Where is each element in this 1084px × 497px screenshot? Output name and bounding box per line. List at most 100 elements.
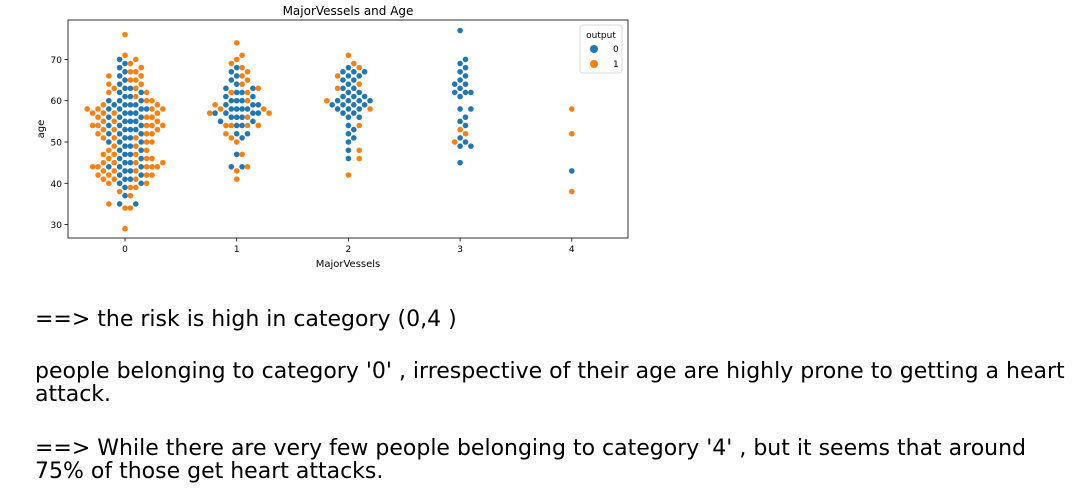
data-point-output-0 [106, 97, 112, 104]
data-point-output-0 [569, 168, 575, 174]
data-point-output-1 [95, 130, 101, 137]
data-point-output-0 [138, 172, 144, 178]
data-point-output-1 [127, 77, 134, 83]
note-risk-categories: ==> the risk is high in category (0,4 ) [35, 307, 457, 332]
data-point-output-1 [122, 205, 128, 211]
data-point-output-1 [133, 135, 139, 141]
data-point-output-0 [122, 126, 128, 133]
data-point-output-0 [138, 130, 144, 137]
data-point-output-0 [356, 73, 363, 79]
data-point-output-0 [457, 135, 463, 141]
data-point-output-1 [89, 163, 96, 170]
data-point-output-0 [457, 118, 463, 125]
data-point-output-1 [143, 172, 150, 178]
data-point-output-0 [127, 93, 134, 100]
data-point-output-1 [133, 85, 139, 92]
data-point-output-1 [143, 180, 150, 187]
data-point-output-0 [345, 147, 352, 154]
data-point-output-0 [122, 159, 128, 166]
data-point-output-0 [351, 126, 357, 133]
data-point-output-0 [127, 176, 134, 182]
data-point-output-0 [329, 102, 336, 108]
data-point-output-1 [143, 155, 150, 162]
data-point-output-1 [106, 172, 112, 178]
data-point-output-0 [233, 122, 240, 129]
legend-box [579, 24, 623, 74]
data-point-output-0 [239, 135, 245, 141]
data-point-output-0 [462, 89, 469, 96]
data-point-output-1 [356, 64, 363, 71]
data-point-output-1 [149, 172, 155, 178]
data-point-output-1 [127, 68, 134, 75]
data-point-output-0 [138, 180, 144, 187]
data-point-output-0 [143, 106, 150, 112]
data-point-output-0 [228, 97, 235, 104]
data-point-output-0 [228, 68, 235, 75]
data-point-output-0 [356, 97, 363, 104]
data-point-output-1 [149, 155, 155, 162]
data-point-output-0 [345, 155, 352, 162]
data-point-output-0 [356, 106, 363, 112]
data-point-output-0 [340, 102, 346, 108]
data-point-output-0 [233, 130, 240, 137]
data-point-output-0 [250, 102, 256, 108]
data-point-output-0 [116, 73, 123, 79]
data-point-output-1 [154, 126, 161, 133]
data-point-output-0 [367, 97, 373, 104]
data-point-output-0 [228, 106, 235, 112]
data-point-output-0 [116, 81, 123, 87]
data-point-output-0 [122, 93, 128, 100]
data-point-output-0 [133, 118, 139, 125]
data-point-output-0 [138, 106, 144, 112]
data-point-output-1 [255, 122, 262, 129]
data-point-output-0 [345, 130, 352, 137]
data-point-output-1 [133, 56, 139, 63]
data-point-output-0 [233, 106, 240, 112]
data-point-output-1 [127, 192, 134, 199]
data-point-output-0 [250, 85, 256, 92]
data-point-output-1 [154, 102, 161, 108]
data-point-output-1 [367, 106, 373, 112]
data-point-output-0 [233, 97, 240, 104]
data-point-output-0 [212, 110, 218, 116]
data-point-output-1 [351, 60, 357, 67]
data-point-output-0 [127, 102, 134, 108]
data-point-output-0 [122, 118, 128, 125]
data-point-output-1 [233, 56, 240, 63]
x-tick-label: 1 [234, 245, 240, 255]
data-point-output-0 [233, 114, 240, 121]
data-point-output-0 [351, 85, 357, 92]
data-point-output-0 [138, 147, 144, 154]
data-point-output-0 [351, 102, 357, 108]
data-point-output-0 [122, 110, 128, 116]
legend-label-1: 1 [613, 60, 619, 70]
data-point-output-1 [106, 89, 112, 96]
data-point-output-1 [356, 122, 363, 129]
data-point-output-1 [111, 85, 117, 92]
data-point-output-1 [100, 176, 107, 182]
data-point-output-0 [457, 93, 463, 100]
data-point-output-1 [100, 168, 107, 174]
data-point-output-0 [451, 89, 458, 96]
data-point-output-1 [228, 135, 235, 141]
data-point-output-0 [462, 56, 469, 63]
data-point-output-1 [111, 168, 117, 174]
data-point-output-0 [127, 110, 134, 116]
data-point-output-0 [334, 106, 341, 112]
data-point-output-1 [244, 89, 251, 96]
data-point-output-1 [143, 147, 150, 154]
data-point-output-0 [127, 126, 134, 133]
data-point-output-1 [133, 184, 139, 191]
data-point-output-1 [223, 122, 229, 129]
data-point-output-0 [133, 110, 139, 116]
data-point-output-0 [244, 106, 251, 112]
data-points [84, 27, 575, 232]
data-point-output-1 [149, 106, 155, 112]
data-point-output-0 [250, 110, 256, 116]
data-point-output-1 [133, 176, 139, 182]
data-point-output-0 [457, 143, 463, 149]
data-point-output-1 [228, 60, 235, 67]
data-point-output-0 [116, 139, 123, 145]
data-point-output-0 [122, 192, 128, 199]
data-point-output-1 [106, 73, 112, 79]
